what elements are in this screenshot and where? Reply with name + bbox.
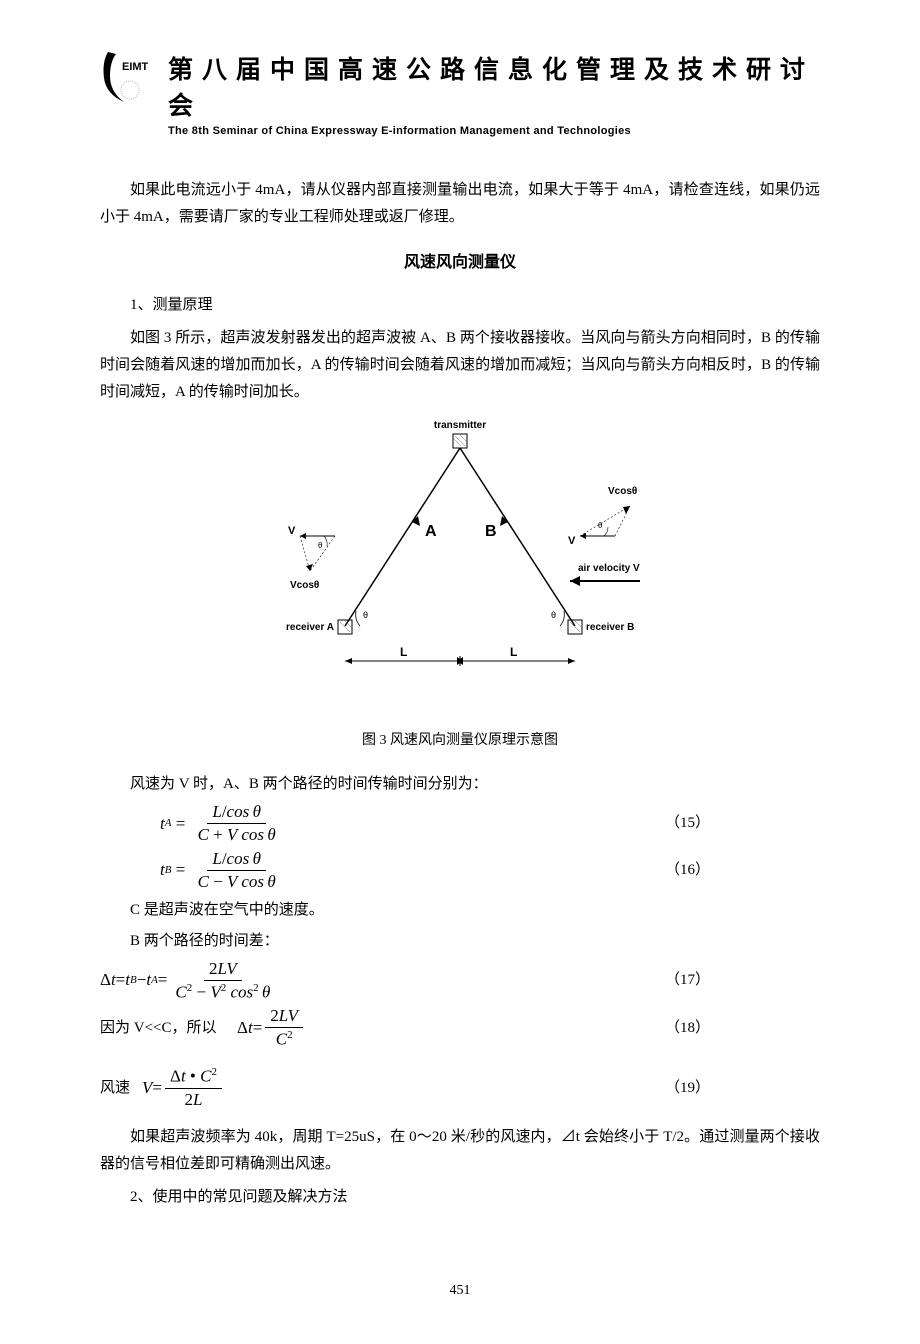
equation-19: 风速 V = Δt • C2 2L （19）	[100, 1066, 820, 1110]
header-text: 第八届中国高速公路信息化管理及技术研讨会 The 8th Seminar of …	[168, 50, 820, 137]
svg-text:θ: θ	[363, 610, 368, 620]
equation-18: 因为 V<<C，所以 Δt = 2LV C2 （18）	[100, 1006, 820, 1050]
svg-text:B: B	[485, 523, 497, 540]
title-chinese: 第八届中国高速公路信息化管理及技术研讨会	[168, 50, 820, 122]
subsection-2: 2、使用中的常见问题及解决方法	[100, 1184, 820, 1211]
equation-17: Δt = tB − tA = 2LV C2 − V2 cos2 θ （17）	[100, 959, 820, 1003]
equation-16: tB = L/cos θ C − V cos θ （16）	[100, 849, 820, 893]
title-english: The 8th Seminar of China Expressway E-in…	[168, 125, 820, 137]
svg-text:L: L	[400, 645, 407, 659]
diagram: transmitter A B receiver A receiver B	[100, 416, 820, 716]
svg-text:L: L	[510, 645, 517, 659]
svg-text:θ: θ	[551, 610, 556, 620]
c-note: C 是超声波在空气中的速度。	[100, 897, 820, 924]
paragraph-1: 如果此电流远小于 4mA，请从仪器内部直接测量输出电流，如果大于等于 4mA，请…	[100, 177, 820, 231]
svg-text:EIMT: EIMT	[122, 61, 149, 73]
svg-text:θ: θ	[318, 541, 323, 550]
subsection-1: 1、测量原理	[100, 292, 820, 319]
svg-text:V: V	[568, 535, 576, 547]
svg-text:θ: θ	[598, 521, 603, 530]
svg-text:receiver A: receiver A	[286, 622, 334, 633]
svg-text:V: V	[288, 525, 296, 537]
page-number: 451	[450, 1283, 471, 1299]
page-header: EIMT 第八届中国高速公路信息化管理及技术研讨会 The 8th Semina…	[100, 50, 820, 137]
svg-text:transmitter: transmitter	[434, 420, 486, 431]
body-content: 如果此电流远小于 4mA，请从仪器内部直接测量输出电流，如果大于等于 4mA，请…	[100, 177, 820, 1211]
paragraph-4: 如果超声波频率为 40k，周期 T=25uS，在 0～20 米/秒的风速内，⊿t…	[100, 1124, 820, 1178]
equation-15: tA = L/cos θ C + V cos θ （15）	[100, 802, 820, 846]
paragraph-3: 风速为 V 时，A、B 两个路径的时间传输时间分别为：	[100, 771, 820, 798]
section-heading: 风速风向测量仪	[100, 249, 820, 278]
figure-caption: 图 3 风速风向测量仪原理示意图	[100, 728, 820, 753]
svg-text:Vcosθ: Vcosθ	[608, 486, 637, 497]
svg-text:air velocity V: air velocity V	[578, 563, 640, 574]
logo: EIMT	[100, 50, 160, 110]
b-note: B 两个路径的时间差：	[100, 928, 820, 955]
paragraph-2: 如图 3 所示，超声波发射器发出的超声波被 A、B 两个接收器接收。当风向与箭头…	[100, 325, 820, 406]
svg-text:A: A	[425, 523, 437, 540]
svg-text:receiver B: receiver B	[586, 622, 634, 633]
svg-text:Vcosθ: Vcosθ	[290, 580, 319, 591]
